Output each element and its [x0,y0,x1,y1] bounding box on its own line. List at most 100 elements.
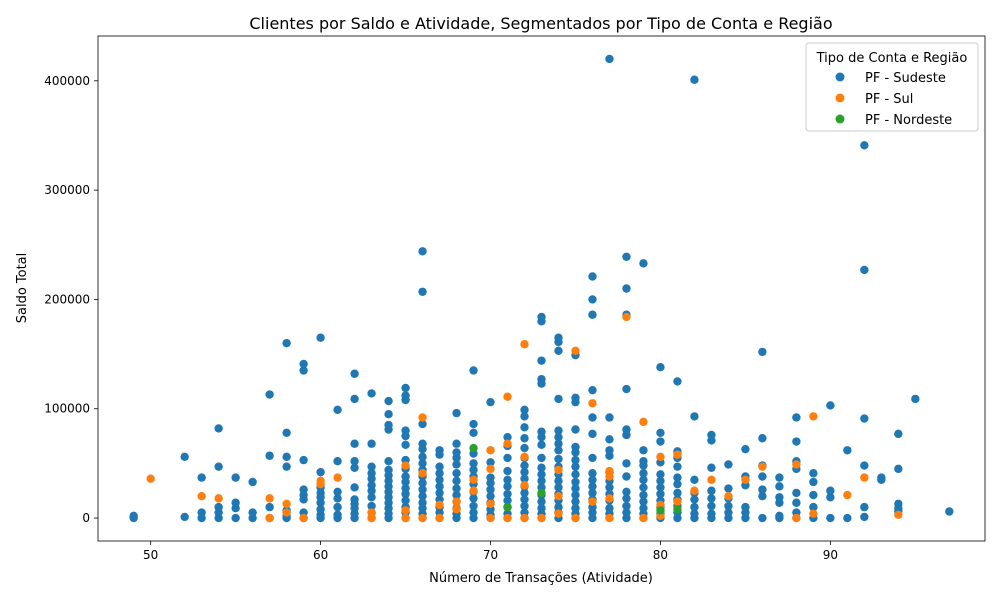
data-point [656,506,665,515]
data-point [690,475,699,484]
data-point [656,428,665,437]
data-point [588,413,597,422]
data-point [367,508,376,517]
data-point [588,497,597,506]
data-point [554,346,563,356]
data-point [401,461,410,470]
data-point [758,347,767,357]
data-point [741,475,750,484]
data-point [588,385,597,395]
data-point [537,513,546,523]
data-point [775,493,784,502]
data-point [248,508,257,517]
data-point [860,461,869,470]
data-point [435,488,444,498]
data-point [435,462,444,471]
data-point [605,483,614,492]
x-tick-label: 60 [313,548,328,562]
data-point [469,419,478,429]
data-point [792,498,801,507]
data-point [401,513,410,523]
data-point [826,493,835,502]
x-tick-label: 90 [823,548,838,562]
data-point [588,272,597,281]
data-point [503,392,512,401]
data-point [639,490,648,500]
data-point [486,446,495,455]
data-point [384,420,393,430]
data-point [775,473,784,482]
data-point [605,494,614,503]
data-point [469,443,478,453]
data-point [384,457,393,466]
data-point [316,505,325,514]
data-point [350,394,359,404]
data-point [384,465,393,475]
data-point [622,472,631,481]
data-point [571,477,580,487]
legend-title: Tipo de Conta e Região [816,51,968,66]
data-point [758,491,767,501]
data-point [452,476,461,486]
data-point [469,459,478,468]
data-point [537,504,546,513]
data-point [299,455,308,465]
data-point [656,483,665,492]
data-point [911,394,920,404]
series-pf-nordeste [469,443,682,515]
data-point [401,440,410,450]
data-point [333,502,342,512]
data-point [571,393,580,403]
data-point [758,485,767,494]
data-point [486,499,495,509]
data-point [588,488,597,498]
data-point [673,473,682,482]
data-point [605,413,614,422]
data-point [826,486,835,495]
data-point [282,508,291,517]
data-point [520,443,529,453]
data-point [860,502,869,512]
data-point [231,498,240,507]
data-point [333,405,342,415]
data-point [367,493,376,502]
data-point [588,469,597,478]
data-point [554,483,563,492]
data-point [758,462,767,471]
data-point [605,513,614,523]
data-point [860,512,869,522]
data-point [639,469,648,478]
data-point [214,424,223,433]
data-point [656,489,665,499]
data-point [588,295,597,304]
data-point [435,446,444,455]
data-point [350,495,359,504]
data-point [639,446,648,455]
data-point [265,513,274,523]
data-point [401,391,410,400]
data-point [639,504,648,513]
data-point [486,491,495,501]
data-point [622,501,631,511]
data-point [418,452,427,462]
data-point [367,501,376,511]
data-point [180,512,189,522]
data-point [843,490,852,500]
data-point [520,474,529,483]
data-point [520,467,529,477]
data-point [639,259,648,268]
data-point [401,426,410,435]
data-point [775,482,784,491]
data-point [503,482,512,491]
data-point [622,425,631,434]
data-point [707,430,716,440]
data-point [656,476,665,486]
data-point [537,463,546,472]
data-point [758,434,767,443]
y-tick-label: 300000 [44,183,90,197]
data-point [452,469,461,478]
data-point [639,497,648,506]
data-point [214,462,223,471]
data-point [724,460,733,469]
data-point [503,496,512,505]
